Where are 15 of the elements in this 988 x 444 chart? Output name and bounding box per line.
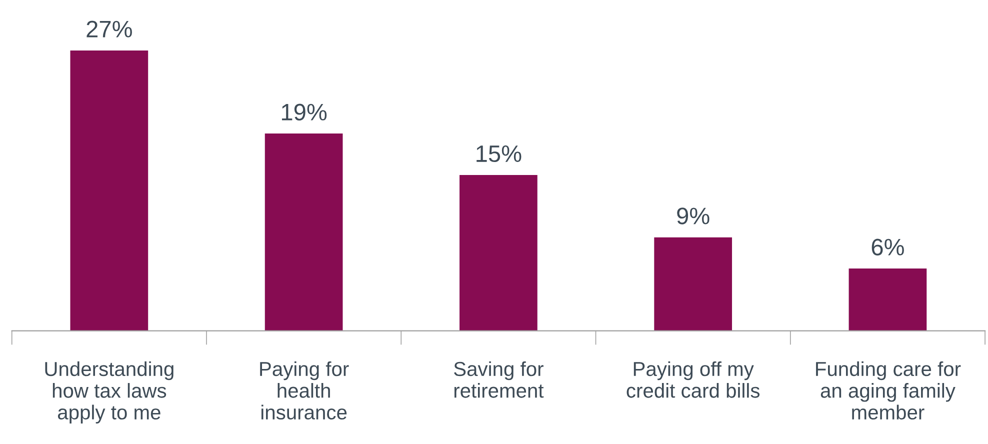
bar xyxy=(848,268,927,331)
data-label: 27% xyxy=(86,20,132,38)
data-label: 19% xyxy=(282,104,327,121)
data-label: 6% xyxy=(872,238,904,256)
x-tick-label: Paying off my credit card bills xyxy=(626,361,760,398)
bar xyxy=(460,175,538,331)
bar xyxy=(264,134,343,331)
x-tick-label: Saving for retirement xyxy=(454,361,544,398)
bar xyxy=(70,50,148,331)
bar xyxy=(654,237,732,331)
x-tick-label: Funding care for an aging family member xyxy=(816,361,961,420)
data-label: 9% xyxy=(677,208,710,224)
x-tick-label: Paying for health insurance xyxy=(260,361,349,420)
data-label: 15% xyxy=(476,145,522,162)
x-tick-label: Understanding how tax laws apply to me xyxy=(45,361,174,424)
